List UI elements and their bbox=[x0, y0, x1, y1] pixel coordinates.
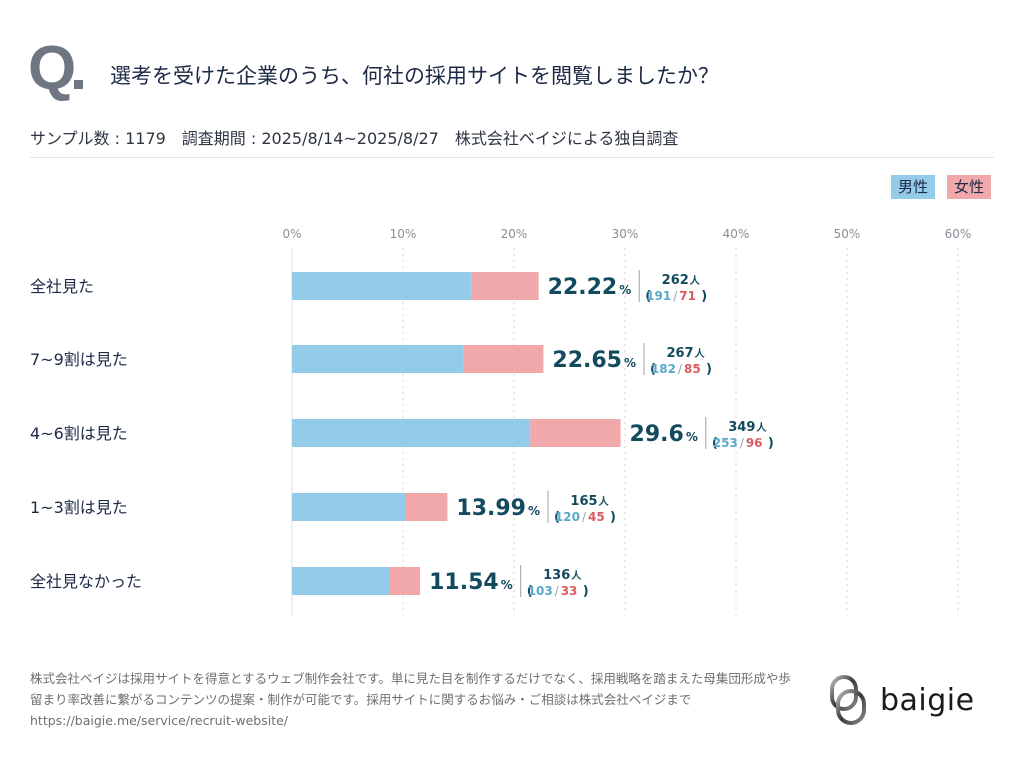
paren-open: ( bbox=[650, 362, 656, 377]
bar-male bbox=[292, 345, 464, 373]
bar-female bbox=[463, 345, 544, 373]
count-slash: / bbox=[582, 510, 587, 524]
bar-male bbox=[292, 419, 531, 447]
male-count: 103 bbox=[528, 584, 553, 598]
count-unit: 人 bbox=[571, 569, 582, 582]
paren-close: ) bbox=[701, 289, 707, 304]
bar-male bbox=[292, 493, 405, 521]
bar-female bbox=[389, 567, 421, 595]
percent-sign: % bbox=[501, 578, 513, 592]
female-count: 45 bbox=[588, 510, 605, 524]
x-tick-label: 50% bbox=[834, 227, 861, 241]
bar-male bbox=[292, 567, 390, 595]
count-slash: / bbox=[740, 436, 745, 450]
count-unit: 人 bbox=[695, 347, 706, 360]
total-count: 267 bbox=[666, 346, 693, 361]
chart-title: 選考を受けた企業のうち、何社の採用サイトを閲覧しましたか？ bbox=[110, 64, 719, 88]
x-tick-label: 30% bbox=[612, 227, 639, 241]
percent-sign: % bbox=[619, 283, 631, 297]
logo-text: baigie bbox=[880, 682, 975, 718]
x-tick-label: 10% bbox=[390, 227, 417, 241]
bar-female bbox=[530, 419, 621, 447]
paren-close: ) bbox=[768, 436, 774, 451]
count-unit: 人 bbox=[599, 495, 610, 508]
total-count: 165 bbox=[570, 494, 597, 509]
percent-sign: % bbox=[686, 430, 698, 444]
footer-url[interactable]: https://baigie.me/service/recruit-websit… bbox=[30, 713, 289, 728]
paren-close: ) bbox=[610, 510, 616, 525]
category-label: 4~6割は見た bbox=[30, 424, 128, 443]
male-count: 120 bbox=[555, 510, 580, 524]
paren-open: ( bbox=[712, 436, 718, 451]
percent-label: 29.6 bbox=[630, 422, 684, 447]
x-tick-label: 20% bbox=[501, 227, 528, 241]
x-tick-label: 40% bbox=[723, 227, 750, 241]
male-count: 182 bbox=[651, 362, 676, 376]
legend-female: 女性 bbox=[947, 175, 992, 199]
bar-female bbox=[404, 493, 448, 521]
percent-label: 11.54 bbox=[429, 570, 499, 595]
female-count: 96 bbox=[746, 436, 763, 450]
footer-text: 株式会社ベイジは採用サイトを得意とするウェブ制作会社です。単に見た目を制作するだ… bbox=[30, 668, 800, 731]
percent-sign: % bbox=[624, 356, 636, 370]
category-label: 7~9割は見た bbox=[30, 350, 128, 369]
male-count: 191 bbox=[646, 289, 671, 303]
count-slash: / bbox=[673, 289, 678, 303]
total-count: 262 bbox=[662, 273, 689, 288]
category-label: 全社見なかった bbox=[30, 572, 142, 591]
percent-label: 13.99 bbox=[456, 496, 526, 521]
paren-open: ( bbox=[645, 289, 651, 304]
total-count: 349 bbox=[728, 420, 755, 435]
percent-sign: % bbox=[528, 504, 540, 518]
count-unit: 人 bbox=[690, 274, 701, 287]
paren-close: ) bbox=[583, 584, 589, 599]
bar-female bbox=[471, 272, 539, 300]
female-count: 33 bbox=[561, 584, 578, 598]
paren-close: ) bbox=[706, 362, 712, 377]
paren-open: ( bbox=[527, 584, 533, 599]
legend-male: 男性 bbox=[891, 175, 936, 199]
footer-description: 株式会社ベイジは採用サイトを得意とするウェブ制作会社です。単に見た目を制作するだ… bbox=[30, 671, 791, 707]
bar-male bbox=[292, 272, 472, 300]
count-slash: / bbox=[555, 584, 560, 598]
female-count: 85 bbox=[684, 362, 701, 376]
baigie-logo: baigie bbox=[828, 672, 998, 728]
category-label: 全社見た bbox=[30, 277, 94, 296]
baigie-rings-icon bbox=[830, 675, 866, 725]
survey-info: サンプル数 : 1179 調査期間 : 2025/8/14~2025/8/27 … bbox=[30, 129, 679, 148]
male-count: 253 bbox=[713, 436, 738, 450]
paren-open: ( bbox=[554, 510, 560, 525]
category-label: 1~3割は見た bbox=[30, 498, 128, 517]
percent-label: 22.22 bbox=[548, 275, 618, 300]
female-count: 71 bbox=[679, 289, 696, 303]
header-divider bbox=[30, 157, 994, 158]
question-mark-icon: Q bbox=[28, 38, 84, 100]
count-unit: 人 bbox=[756, 421, 767, 434]
percent-label: 22.65 bbox=[552, 348, 622, 373]
count-slash: / bbox=[678, 362, 683, 376]
x-tick-label: 60% bbox=[945, 227, 972, 241]
x-tick-label: 0% bbox=[282, 227, 301, 241]
total-count: 136 bbox=[543, 568, 570, 583]
